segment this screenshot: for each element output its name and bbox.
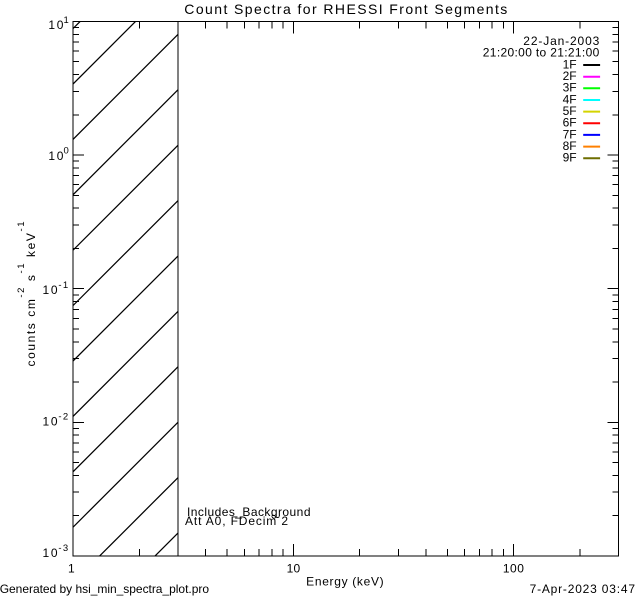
svg-text:8F: 8F [563,139,577,153]
svg-text:1: 1 [64,15,69,26]
svg-text:3F: 3F [563,81,577,95]
svg-text:10: 10 [43,283,58,297]
svg-text:10: 10 [48,149,63,163]
svg-text:10: 10 [43,415,58,429]
svg-text:1: 1 [68,562,75,576]
svg-text:-3: -3 [58,543,68,554]
svg-text:5F: 5F [563,104,577,118]
svg-text:21:20:00 to 21:21:00: 21:20:00 to 21:21:00 [483,46,600,60]
svg-text:10: 10 [287,562,301,576]
svg-text:Count Spectra for RHESSI Front: Count Spectra for RHESSI Front Segments [184,1,507,17]
svg-text:4F: 4F [563,92,577,106]
svg-text:22-Jan-2003: 22-Jan-2003 [523,34,599,48]
svg-text:9F: 9F [563,151,577,165]
svg-text:0: 0 [64,146,69,157]
svg-text:6F: 6F [563,116,577,130]
svg-text:Includes_Background: Includes_Background [187,505,311,519]
svg-text:10: 10 [48,18,63,32]
svg-text:1F: 1F [563,57,577,71]
svg-text:7F: 7F [563,127,577,141]
svg-text:10: 10 [43,546,58,560]
svg-text:2F: 2F [563,69,577,83]
svg-text:-1: -1 [58,280,68,291]
svg-text:Energy (keV): Energy (keV) [306,574,384,588]
svg-text:-2: -2 [58,411,68,422]
svg-text:Generated by hsi_min_spectra_p: Generated by hsi_min_spectra_plot.pro [0,582,209,596]
svg-text:Att A0, FDecim 2: Att A0, FDecim 2 [185,514,288,528]
svg-text:7-Apr-2023 03:47: 7-Apr-2023 03:47 [530,582,636,596]
svg-text:100: 100 [503,562,524,576]
